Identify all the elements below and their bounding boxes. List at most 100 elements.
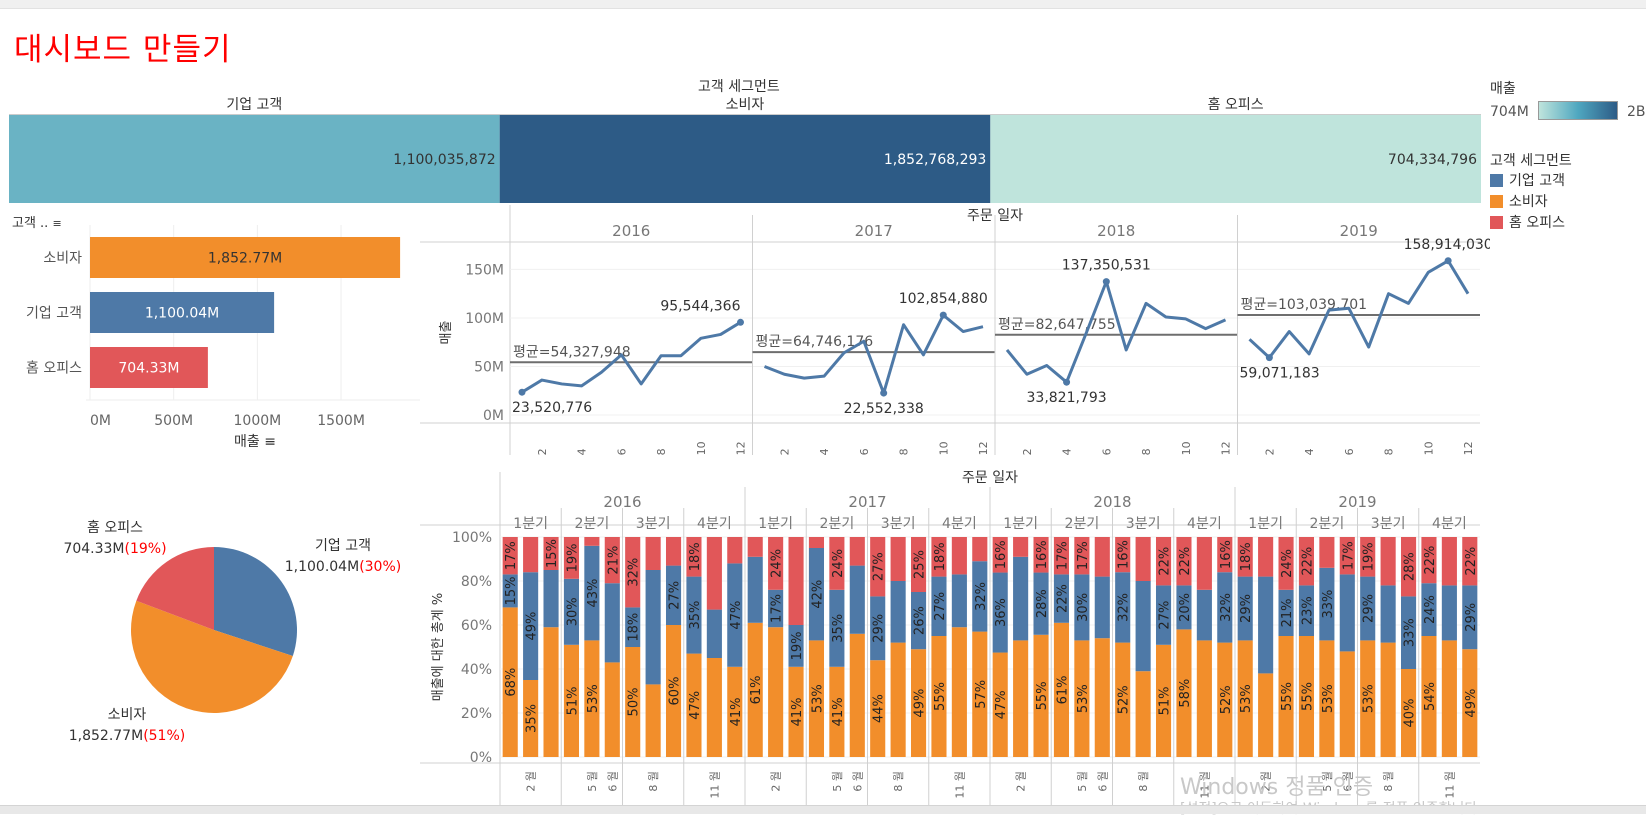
stack-segment-label: 27% xyxy=(1158,601,1173,630)
stack-segment-home_office xyxy=(1258,537,1274,577)
stack-segment-consumer xyxy=(1155,644,1172,757)
stack-y-tick: 20% xyxy=(461,706,492,722)
stack-segment-label: 49% xyxy=(525,612,540,641)
stack-segment-home_office xyxy=(1298,537,1315,586)
stack-segment-home_office xyxy=(768,537,784,590)
stack-segment-home_office xyxy=(992,537,1008,573)
stack-segment-consumer xyxy=(1298,636,1315,757)
stack-segment-label: 53% xyxy=(810,684,825,713)
stack-segment-corporate xyxy=(808,548,825,641)
legend-label: 홈 오피스 xyxy=(1509,215,1565,231)
stack-x-tick: 5 월 xyxy=(586,771,599,792)
stack-segment-home_office xyxy=(1176,537,1192,586)
stack-segment-corporate xyxy=(1115,572,1131,643)
stack-segment-home_office xyxy=(1013,537,1029,557)
stack-segment-label: 24% xyxy=(770,549,785,578)
stack-segment-label: 54% xyxy=(1423,682,1438,711)
stack-segment-consumer xyxy=(1074,640,1090,757)
line-y-tick: 100M xyxy=(465,311,504,327)
stack-segment-consumer xyxy=(1217,642,1233,757)
stack-segment-consumer xyxy=(1258,673,1274,757)
stack-segment-home_office xyxy=(1053,537,1070,575)
stack-segment-label: 33% xyxy=(1403,618,1418,647)
bar-chart-header[interactable]: 고객 .. ≡ xyxy=(12,212,62,231)
stack-segment-home_office xyxy=(1462,537,1478,586)
legend-swatch-home-office xyxy=(1490,216,1503,229)
stack-segment-label: 29% xyxy=(1464,603,1479,632)
stack-segment-label: 19% xyxy=(790,631,805,660)
pie-label-name: 기업 고객 xyxy=(315,538,371,554)
stack-segment-corporate xyxy=(829,589,845,667)
stack-segment-consumer xyxy=(1196,640,1212,757)
stack-quarter-header: 3분기 xyxy=(1371,516,1406,532)
stack-y-tick: 40% xyxy=(461,662,492,678)
line-mark-point xyxy=(880,389,888,397)
stack-y-tick: 100% xyxy=(452,530,492,546)
stack-segment-label: 29% xyxy=(1239,594,1254,623)
stack-x-tick: 2 월 xyxy=(1260,771,1273,792)
stack-segment-label: 40% xyxy=(1403,699,1418,728)
stack-segment-label: 17% xyxy=(1076,541,1091,570)
stack-segment-label: 41% xyxy=(831,697,846,726)
sales-color-legend[interactable]: 704M 2B xyxy=(1490,101,1646,120)
stacked-percent-chart: 주문 일자 0% 20% 40% 60% 80% 100% 매출에 대한 총계 % 2016 1분… xyxy=(420,470,1480,807)
stack-x-tick: 6 월 xyxy=(1096,771,1109,792)
line-x-tick: 월 6 xyxy=(858,448,871,460)
legend-item-home-office[interactable]: 홈 오피스 xyxy=(1490,213,1565,234)
line-data-label: 33,821,793 xyxy=(1027,390,1107,406)
hbar-x-axis-title: 매출 ≡ xyxy=(234,434,276,450)
stack-segment-consumer xyxy=(1339,651,1355,757)
line-x-tick: 월 4 xyxy=(1061,448,1074,460)
stack-segment-home_office xyxy=(829,537,845,590)
stack-segment-home_office xyxy=(931,537,947,577)
segment-heat-chart: 기업 고객 1,100,035,872 소비자 1,852,768,293 홈 오피스 7… xyxy=(9,97,1481,203)
stack-segment-home_office xyxy=(523,537,539,573)
legend-item-corporate[interactable]: 기업 고객 xyxy=(1490,171,1565,192)
stack-quarter-header: 3분기 xyxy=(1126,516,1161,532)
stack-x-tick: 8 월 xyxy=(647,771,660,792)
stack-segment-corporate xyxy=(1053,574,1070,623)
stack-segment-home_office xyxy=(1400,537,1417,597)
stack-segment-label: 36% xyxy=(994,598,1009,627)
stack-segment-home_office xyxy=(604,537,620,584)
stack-segment-corporate xyxy=(1237,576,1253,641)
stack-segment-label: 23% xyxy=(1300,596,1315,625)
stack-segment-corporate xyxy=(1462,585,1478,650)
stack-segment-label: 61% xyxy=(749,675,764,704)
stack-segment-label: 18% xyxy=(933,542,948,571)
segment-heat-cell xyxy=(499,115,991,203)
sales-legend-title: 매출 xyxy=(1490,81,1516,97)
stack-segment-corporate xyxy=(543,570,559,628)
stack-segment-corporate xyxy=(1258,576,1274,674)
hbar-value-label: 704.33M xyxy=(118,361,179,377)
segment-header-2: 홈 오피스 xyxy=(1208,97,1264,113)
stack-segment-label: 44% xyxy=(872,694,887,723)
stack-segment-label: 42% xyxy=(810,580,825,609)
line-x-tick: 월 6 xyxy=(1343,448,1356,460)
stack-segment-consumer xyxy=(1053,622,1070,757)
pie-slice-home_office xyxy=(136,547,214,630)
stack-segment-corporate xyxy=(1033,572,1049,635)
stack-segment-label: 50% xyxy=(627,688,642,717)
stack-segment-label: 32% xyxy=(627,558,642,587)
stack-segment-label: 68% xyxy=(504,668,519,697)
pie-percent: (19%) xyxy=(125,541,167,557)
stack-segment-label: 19% xyxy=(1362,542,1377,571)
stack-segment-consumer xyxy=(1400,669,1417,757)
sort-icon[interactable]: ≡ xyxy=(52,217,62,230)
stack-segment-corporate xyxy=(992,572,1008,653)
stack-segment-label: 33% xyxy=(1321,590,1336,619)
windows-activation-watermark: Windows 정품 인증 xyxy=(1180,775,1374,800)
stack-segment-home_office xyxy=(1115,537,1131,573)
stack-segment-label: 18% xyxy=(1239,542,1254,571)
stack-segment-home_office xyxy=(543,537,559,570)
stack-segment-label: 21% xyxy=(606,546,621,575)
stack-segment-consumer xyxy=(1380,642,1396,757)
hbar-bar xyxy=(90,237,401,278)
pie-slice-corporate xyxy=(214,547,297,657)
stack-segment-corporate xyxy=(1074,574,1090,641)
stack-segment-consumer xyxy=(910,649,927,757)
stack-segment-label: 61% xyxy=(1055,675,1070,704)
legend-item-consumer[interactable]: 소비자 xyxy=(1490,192,1565,213)
stack-segment-label: 30% xyxy=(565,597,580,626)
